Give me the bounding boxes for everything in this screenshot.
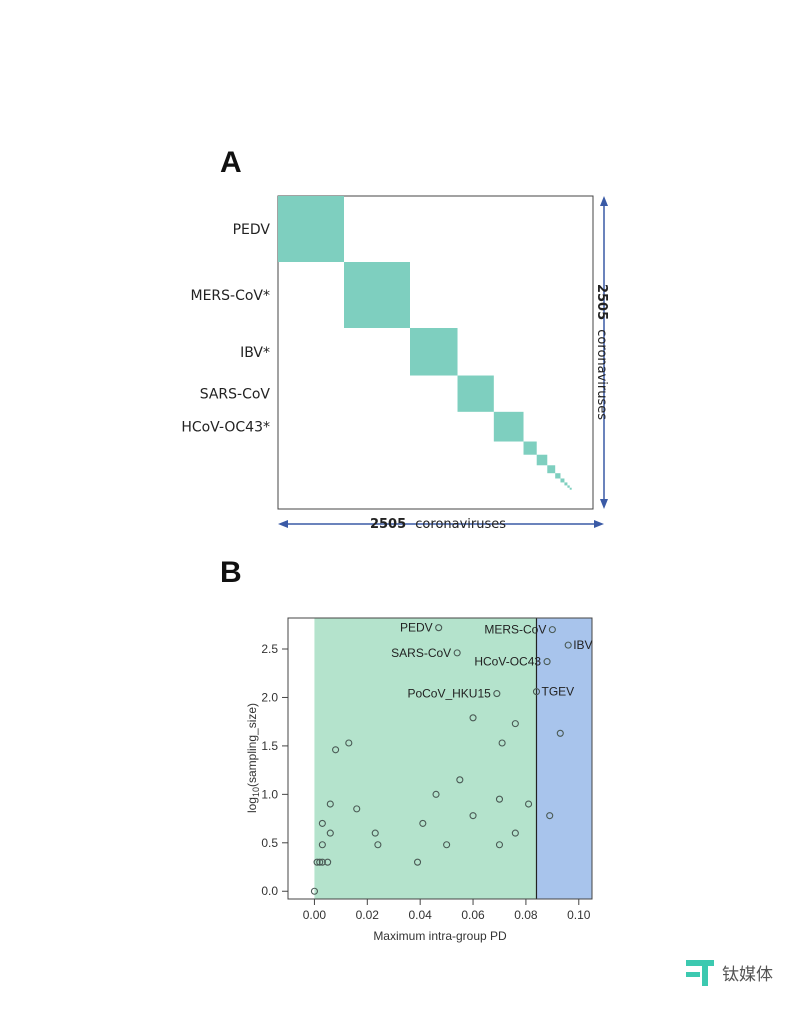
watermark-text: 钛媒体 [722,965,773,985]
data-point [443,841,451,849]
data-point [525,800,533,808]
panel-a-heatmap: A PEDV MERS-CoV* IBV* SARS-CoV HCoV-OC43* 25… [181,146,609,532]
data-point-label: PEDV [400,621,433,635]
data-point [493,690,501,698]
vertical-dimension-label: 2505 coronaviruses [594,284,609,420]
cluster-label: SARS-CoV [200,387,271,403]
data-point [318,819,326,827]
cluster-block [344,262,410,328]
data-point [556,729,564,737]
data-point [371,829,379,837]
x-tick-label: 0.08 [514,908,538,922]
panel-a-letter: A [220,146,242,179]
y-tick-label: 0.5 [261,836,278,850]
data-point [345,739,353,747]
cluster-block [278,196,344,262]
cluster-block [560,478,565,483]
data-point [318,841,326,849]
cluster-label: IBV* [240,345,270,361]
dimension-unit: coronaviruses [415,517,506,532]
panel-b-letter: B [220,556,242,589]
data-point [564,641,572,649]
data-point [432,790,440,798]
region-below-threshold [314,618,537,899]
diagonal-blocks [278,196,572,490]
data-point [318,858,326,866]
cluster-block [567,485,570,488]
data-point [310,887,318,895]
data-point [469,812,477,820]
vertical-dimension-arrow [600,196,608,509]
cluster-block [564,482,568,486]
cluster-block [547,465,556,474]
cluster-block [536,454,548,466]
data-point-label: IBV [573,638,592,652]
dimension-unit-vertical: coronaviruses [594,329,609,420]
plot-frame [287,617,593,900]
data-point-label: TGEV [541,685,574,699]
data-point [374,841,382,849]
data-point-label: SARS-CoV [391,646,451,660]
y-axis-title: log10(sampling_size) [245,703,261,813]
data-point [532,688,541,696]
y-tick-label: 1.0 [261,787,278,801]
data-point [495,841,504,849]
data-point [326,829,334,837]
data-point [413,858,422,866]
data-point [495,795,504,803]
x-tick-label: 0.02 [356,908,380,922]
data-points: PEDV SARS-CoV PoCoV_HKU15 MERS-CoV HCoV-OC43… [310,621,593,895]
cluster-block [410,328,458,376]
data-point [511,720,519,728]
cluster-block [523,441,537,455]
cluster-label: HCoV-OC43* [181,420,270,436]
data-point [313,858,321,866]
x-axis: 0.00 0.02 0.04 0.06 0.08 0.10 [303,899,591,922]
y-tick-label: 2.5 [261,642,278,656]
watermark-logo-icon [684,956,718,995]
data-point-label: MERS-CoV [484,623,546,637]
data-point [456,776,464,784]
data-point-label: HCoV-OC43 [474,655,541,669]
dimension-count: 2505 [370,517,406,532]
data-point [326,800,334,808]
y-tick-label: 1.5 [261,739,278,753]
cluster-block [457,375,494,412]
y-axis: 0.0 0.5 1.0 1.5 2.0 2.5 [261,642,288,898]
data-point [419,819,427,827]
x-tick-label: 0.06 [461,908,485,922]
data-point [316,858,324,866]
x-axis-title: Maximum intra-group PD [373,929,507,943]
x-tick-label: 0.00 [303,908,327,922]
horizontal-dimension-label: 2505 coronaviruses [370,517,506,532]
x-tick-label: 0.04 [408,908,432,922]
cluster-block [569,487,572,490]
data-point [469,714,477,722]
y-tick-label: 2.0 [261,690,278,704]
data-point [324,858,332,866]
data-point [498,739,506,747]
data-point [546,812,554,820]
data-point [543,658,551,666]
cluster-block [493,411,524,442]
y-tick-label: 0.0 [261,884,278,898]
x-tick-label: 0.10 [567,908,591,922]
data-point [435,624,443,632]
data-point [332,746,340,754]
data-point [453,649,461,657]
cluster-labels: PEDV MERS-CoV* IBV* SARS-CoV HCoV-OC43* [181,222,270,436]
data-point [511,829,519,837]
dimension-count-vertical: 2505 [594,284,609,320]
data-point [353,805,361,813]
data-point [548,626,556,634]
data-point-label: PoCoV_HKU15 [407,687,491,701]
cluster-block [555,473,561,479]
horizontal-dimension-arrow [278,520,604,528]
cluster-label: MERS-CoV* [190,288,270,304]
cluster-label: PEDV [233,222,271,238]
